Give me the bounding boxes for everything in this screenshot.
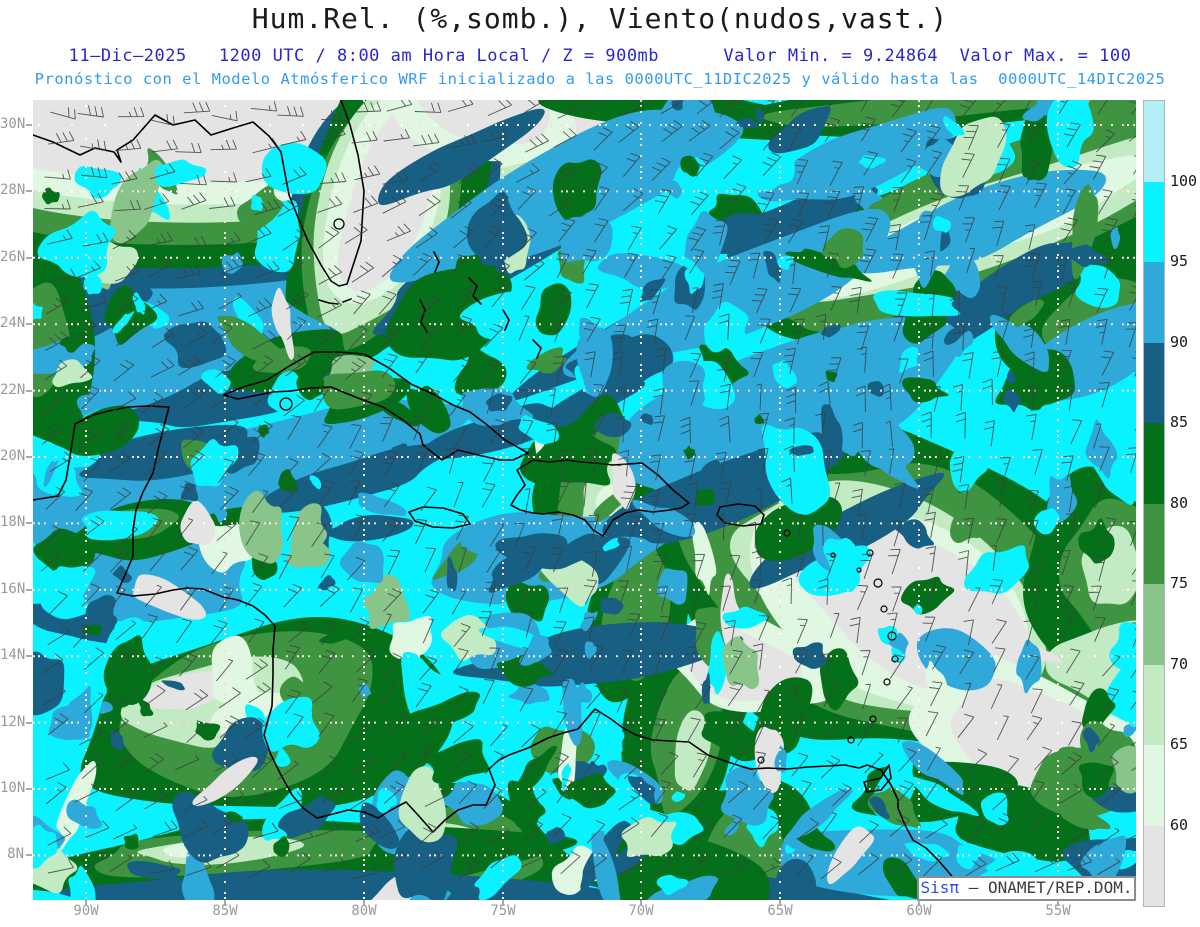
colorbar-segment [1144, 664, 1164, 745]
lat-tick-mark [26, 256, 32, 259]
colorbar-tick-label: 90 [1170, 332, 1189, 351]
lat-tick-mark [26, 124, 32, 126]
lat-tick-mark [26, 389, 32, 392]
watermark-brand: Sisπ [920, 878, 960, 897]
lat-tick-mark [26, 588, 32, 591]
lat-label: 12N [0, 713, 26, 730]
lat-label: 18N [0, 514, 26, 531]
coastlines [33, 100, 972, 900]
colorbar-tick-label: 80 [1170, 493, 1189, 512]
lon-label: 55W [1045, 903, 1071, 919]
lat-label: 30N [0, 116, 26, 132]
lat-tick-mark [26, 854, 32, 857]
weather-map-canvas [33, 100, 1136, 900]
lat-label: 28N [0, 182, 26, 199]
colorbar-tick-label: 60 [1170, 815, 1189, 834]
colorbar-tick-label: 65 [1170, 735, 1189, 753]
colorbar-segment [1144, 825, 1164, 906]
watermark-text: ONAMET/REP.DOM. [987, 878, 1133, 897]
lat-label: 22N [0, 381, 26, 398]
lon-label: 75W [490, 903, 516, 919]
colorbar-segment [1144, 584, 1164, 665]
colorbar-tick-label: 70 [1170, 654, 1189, 673]
lon-tick-mark [363, 900, 365, 906]
colorbar-segment [1144, 503, 1164, 584]
colorbar-tick-label: 85 [1170, 413, 1189, 431]
colorbar-segment [1144, 181, 1164, 262]
lat-tick-mark [26, 522, 32, 525]
lon-label: 60W [906, 903, 932, 919]
lat-label: 14N [0, 647, 26, 664]
lon-tick-mark [640, 900, 642, 906]
lon-label: 80W [351, 903, 377, 919]
colorbar-segment [1144, 262, 1164, 343]
colorbar-segment [1144, 745, 1164, 826]
colorbar-tick-label: 75 [1170, 574, 1189, 592]
lat-label: 16N [0, 580, 26, 597]
lat-tick-mark [26, 456, 32, 458]
page-title: Hum.Rel. (%,somb.), Viento(nudos,vast.) [251, 2, 949, 35]
colorbar-tick-label: 100 [1170, 171, 1198, 190]
lat-tick-mark [26, 190, 32, 193]
lat-label: 20N [0, 448, 26, 464]
lat-label: 24N [0, 315, 26, 332]
watermark-separator: – [959, 878, 988, 897]
lon-label: 70W [628, 903, 654, 919]
lon-tick-mark [779, 900, 781, 906]
lat-tick-mark [26, 323, 32, 326]
watermark-badge: Sisπ – ONAMET/REP.DOM. [917, 876, 1136, 901]
colorbar-segment [1144, 101, 1164, 182]
lat-tick-mark [26, 721, 32, 724]
humidity-colorbar [1143, 100, 1165, 907]
lon-label: 85W [212, 903, 238, 919]
lon-label: 65W [767, 903, 793, 919]
lon-tick-mark [1057, 900, 1059, 906]
lon-tick-mark [918, 900, 920, 906]
lon-tick-mark [85, 900, 87, 906]
lon-tick-mark [502, 900, 504, 906]
graticule-gridlines [33, 100, 1136, 900]
lon-label: 90W [73, 903, 99, 919]
lat-tick-mark [26, 655, 32, 658]
colorbar-tick-label: 95 [1170, 252, 1189, 270]
colorbar-segment [1144, 342, 1164, 423]
colorbar-segment [1144, 423, 1164, 504]
wind-barbs [40, 100, 1136, 880]
lon-tick-mark [224, 900, 226, 906]
lat-tick-mark [26, 788, 32, 790]
model-init-line: Pronóstico con el Modelo Atmósferico WRF… [34, 70, 1166, 88]
lat-label: 8N [7, 846, 24, 863]
lat-label: 26N [0, 248, 26, 265]
lat-label: 10N [0, 780, 26, 796]
valid-time-line: 11–Dic–2025 1200 UTC / 8:00 am Hora Loca… [68, 46, 1132, 66]
